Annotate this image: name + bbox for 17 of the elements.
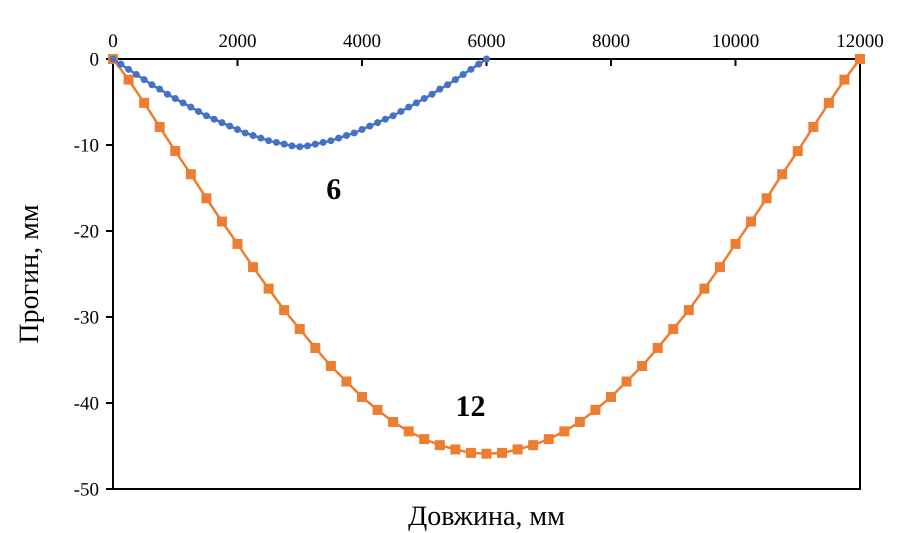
series-label: 6	[326, 173, 342, 206]
y-tick-label: -40	[74, 394, 99, 415]
x-tick-label: 6000	[468, 31, 506, 52]
y-tick-label: 0	[90, 50, 99, 71]
x-tick-label: 8000	[592, 31, 630, 52]
x-tick-label: 4000	[343, 31, 381, 52]
x-tick-label: 2000	[218, 31, 256, 52]
y-tick-label: -50	[74, 480, 99, 501]
y-tick-label: -30	[74, 308, 99, 329]
series-label: 12	[456, 390, 486, 424]
x-tick-label: 10000	[712, 31, 760, 52]
x-tick-label: 0	[108, 31, 118, 52]
y-tick-label: -20	[74, 222, 99, 243]
x-axis-title: Довжина, мм	[408, 501, 566, 532]
y-tick-label: -10	[74, 136, 99, 157]
x-tick-label: 12000	[836, 31, 884, 52]
y-axis-title: Прогин, мм	[14, 204, 45, 344]
